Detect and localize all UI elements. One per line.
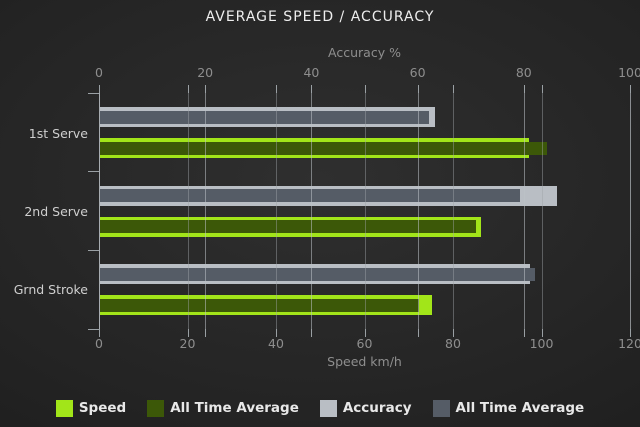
legend-label: Accuracy [342, 400, 412, 416]
accuracy-gridline-80 [523, 93, 525, 329]
plot-area [99, 93, 631, 329]
accuracy-tick-20 [205, 329, 207, 337]
speed-tick-label-120: 120 [618, 336, 640, 351]
category-label-grnd-stroke: Grnd Stroke [13, 282, 88, 297]
speed-tick-80 [453, 85, 454, 93]
legend-item-accuracy: Accuracy [319, 399, 412, 417]
speed-tick-100 [541, 85, 543, 93]
accuracy-tick-label-40: 40 [303, 65, 320, 80]
accuracy-gridline-0 [99, 93, 100, 329]
speed-swatch-icon [55, 399, 73, 417]
speed-tick-120 [630, 329, 631, 337]
speed-tick-label-60: 60 [356, 336, 373, 351]
category-label-2nd-serve: 2nd Serve [24, 204, 88, 219]
accuracy-gridline-100 [630, 93, 631, 329]
speed-average-swatch-icon [147, 399, 165, 417]
legend-item-accuracy-all-time-average: All Time Average [432, 399, 585, 417]
category-label-1st-serve: 1st Serve [28, 126, 88, 141]
speed-tick-60 [364, 329, 366, 337]
category-divider-tick [88, 250, 99, 251]
speed-tick-20 [187, 85, 189, 93]
legend-label: All Time Average [455, 400, 585, 416]
bottom-axis-title: Speed km/h [327, 354, 402, 369]
speed-tick-40 [276, 85, 277, 93]
top-axis-title: Accuracy % [328, 45, 401, 60]
speed-gridline-100 [541, 93, 543, 329]
accuracy-tick-label-60: 60 [409, 65, 426, 80]
speed-gridline-60 [364, 93, 366, 329]
accuracy-tick-80 [523, 329, 525, 337]
accuracy-swatch-icon [319, 399, 337, 417]
accuracy-gridline-60 [417, 93, 419, 329]
legend-item-speed: Speed [55, 399, 127, 417]
speed-tick-0 [99, 85, 100, 93]
speed-gridline-0 [99, 93, 100, 329]
accuracy-gridline-20 [205, 93, 207, 329]
speed-tick-label-0: 0 [95, 336, 103, 351]
accuracy-tick-label-0: 0 [95, 65, 103, 80]
accuracy-tick-60 [417, 329, 419, 337]
accuracy-tick-60 [417, 85, 419, 93]
legend: Speed All Time Average Accuracy All Time… [0, 397, 640, 419]
speed-gridline-120 [630, 93, 631, 329]
speed-gridline-80 [453, 93, 454, 329]
bar-accuracy-all-time-average-2nd-serve [100, 189, 520, 203]
accuracy-tick-80 [523, 85, 525, 93]
accuracy-average-swatch-icon [432, 399, 450, 417]
bar-accuracy-all-time-average-grnd-stroke [100, 267, 536, 281]
category-divider-tick [88, 171, 99, 172]
y-axis-top-cap [88, 93, 99, 94]
speed-tick-120 [630, 85, 631, 93]
speed-gridline-40 [276, 93, 277, 329]
speed-tick-label-100: 100 [529, 336, 554, 351]
speed-tick-60 [364, 85, 366, 93]
speed-tick-100 [541, 329, 543, 337]
accuracy-gridline-40 [311, 93, 313, 329]
speed-tick-80 [453, 329, 454, 337]
speed-tick-0 [99, 329, 100, 337]
speed-tick-label-80: 80 [445, 336, 461, 351]
accuracy-tick-label-20: 20 [197, 65, 214, 80]
bar-speed-all-time-average-2nd-serve [100, 220, 477, 234]
chart-title: AVERAGE SPEED / ACCURACY [205, 9, 435, 25]
accuracy-tick-20 [205, 85, 207, 93]
bar-speed-all-time-average-1st-serve [100, 141, 547, 155]
legend-label: Speed [78, 400, 127, 416]
legend-item-speed-all-time-average: All Time Average [147, 399, 299, 417]
speed-gridline-20 [187, 93, 189, 329]
y-axis-bottom-cap [88, 329, 99, 330]
accuracy-tick-40 [311, 329, 313, 337]
accuracy-tick-label-100: 100 [618, 65, 640, 80]
speed-tick-20 [187, 329, 189, 337]
speed-tick-label-20: 20 [179, 336, 196, 351]
legend-label: All Time Average [170, 400, 299, 416]
bar-speed-all-time-average-grnd-stroke [100, 298, 419, 312]
speed-tick-40 [276, 329, 277, 337]
speed-tick-label-40: 40 [268, 336, 284, 351]
accuracy-tick-40 [311, 85, 313, 93]
bar-accuracy-all-time-average-1st-serve [100, 110, 430, 124]
accuracy-tick-label-80: 80 [515, 65, 532, 80]
